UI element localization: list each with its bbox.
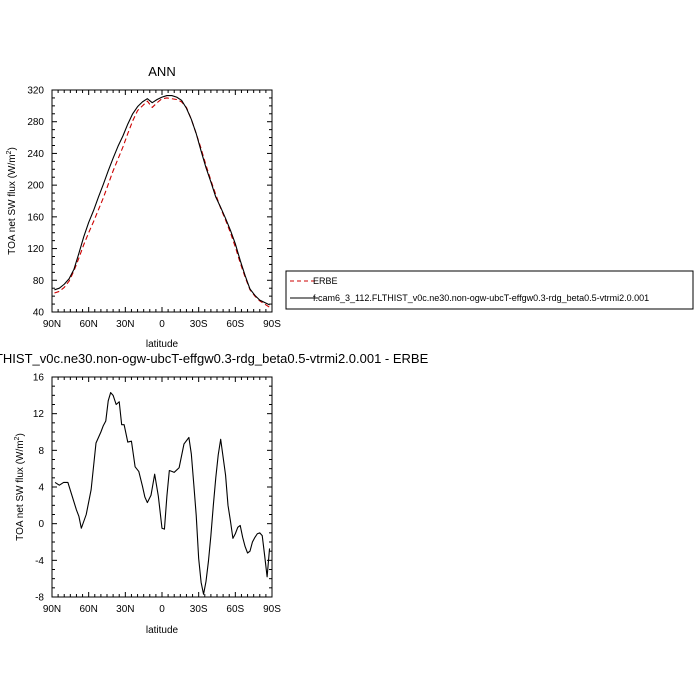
- top-y-tick-label: 120: [27, 244, 44, 255]
- top-plot-frame: [51, 89, 273, 313]
- top-y-tick-label: 320: [27, 86, 44, 97]
- top-series-line-0: [54, 97, 270, 308]
- bottom-series-lines: [54, 392, 271, 595]
- bottom-x-axis-label: latitude: [146, 625, 179, 636]
- top-y-tick-label: 160: [27, 212, 44, 223]
- legend-label-erbe: ERBE: [313, 276, 338, 286]
- bottom-y-label-end: ): [15, 433, 26, 436]
- bottom-x-tick-label: 90S: [263, 604, 281, 615]
- top-y-tick-label: 80: [33, 276, 45, 287]
- legend-box: [285, 270, 694, 310]
- top-series-lines: [54, 95, 270, 308]
- bottom-y-axis: -8 -4 0 4 8 12 16: [33, 373, 272, 604]
- bottom-y-tick-label: 8: [38, 446, 44, 457]
- bottom-x-tick-label: 90N: [43, 604, 61, 615]
- bottom-chart-title: f.cam6_3_112.FLTHIST_v0c.ne30.non-ogw-ub…: [0, 351, 429, 366]
- bottom-y-label-sup: 2: [14, 436, 21, 440]
- bottom-y-label-main: TOA net SW flux (W/m: [15, 440, 26, 540]
- top-y-label-sup: 2: [6, 150, 13, 154]
- bottom-y-axis-label: TOA net SW flux (W/m2): [14, 433, 26, 541]
- bottom-y-tick-label: 4: [38, 483, 44, 494]
- bottom-x-tick-label: 60S: [226, 604, 244, 615]
- top-x-axis-label: latitude: [146, 339, 179, 350]
- top-y-tick-label: 280: [27, 117, 44, 128]
- top-y-axis: 40 80 120 160 200 240 280 320: [27, 86, 272, 319]
- top-panel: ANN 90N 60N 30N 0 30S 60S 90S 4080120160200240…: [6, 64, 694, 350]
- top-x-tick-label: 90S: [263, 319, 281, 330]
- legend: ERBE f.cam6_3_112.FLTHIST_v0c.ne30.non-o…: [285, 270, 694, 310]
- bottom-x-tick-label: 60N: [79, 604, 97, 615]
- bottom-y-tick-label: -8: [35, 593, 44, 604]
- top-y-tick-label: 200: [27, 181, 44, 192]
- bottom-y-tick-label: -4: [35, 556, 44, 567]
- bottom-x-axis: 90N 60N 30N 0 30S 60S 90S: [43, 377, 281, 615]
- top-x-tick-label: 60N: [79, 319, 97, 330]
- top-x-tick-label: 30S: [190, 319, 208, 330]
- top-y-label-end: ): [7, 147, 18, 150]
- top-series-line-1: [54, 95, 270, 306]
- bottom-x-tick-label: 30S: [190, 604, 208, 615]
- bottom-panel: f.cam6_3_112.FLTHIST_v0c.ne30.non-ogw-ub…: [0, 351, 429, 636]
- bottom-series-line-0: [54, 392, 271, 595]
- bottom-y-tick-label: 16: [33, 373, 45, 384]
- top-x-tick-label: 30N: [116, 319, 134, 330]
- top-x-tick-label: 0: [159, 319, 165, 330]
- bottom-x-tick-label: 30N: [116, 604, 134, 615]
- top-y-tick-label: 40: [33, 308, 45, 319]
- legend-label-model: f.cam6_3_112.FLTHIST_v0c.ne30.non-ogw-ub…: [313, 293, 649, 303]
- bottom-plot-frame: [51, 376, 273, 598]
- bottom-y-tick-label: 0: [38, 519, 44, 530]
- top-y-axis-label: TOA net SW flux (W/m2): [6, 147, 18, 255]
- top-x-tick-label: 60S: [226, 319, 244, 330]
- top-y-label-main: TOA net SW flux (W/m: [7, 154, 18, 254]
- top-chart-title: ANN: [148, 64, 175, 79]
- top-y-tick-label: 240: [27, 149, 44, 160]
- bottom-y-tick-label: 12: [33, 409, 45, 420]
- top-x-axis: 90N 60N 30N 0 30S 60S 90S: [43, 90, 281, 330]
- bottom-x-tick-label: 0: [159, 604, 165, 615]
- top-x-tick-label: 90N: [43, 319, 61, 330]
